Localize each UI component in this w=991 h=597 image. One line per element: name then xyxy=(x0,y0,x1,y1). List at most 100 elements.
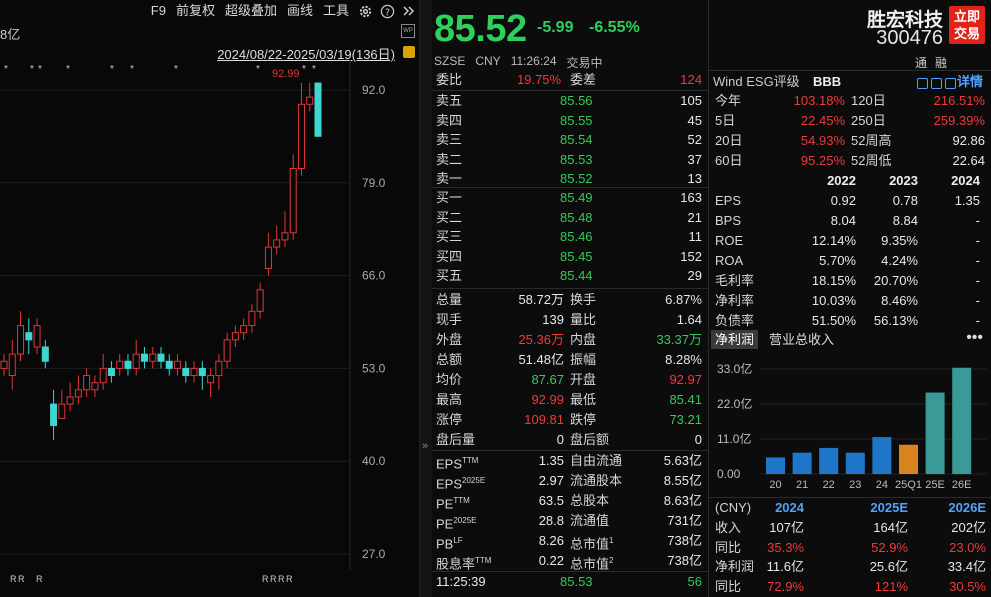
panel-splitter[interactable]: » xyxy=(420,0,432,597)
divider xyxy=(709,70,991,71)
tools-button[interactable]: 工具 xyxy=(322,3,349,18)
bid-row: 买二 85.48 21 xyxy=(432,208,708,228)
fin-label: EPS xyxy=(715,193,742,208)
event-r-icon[interactable]: R xyxy=(286,574,293,584)
bar xyxy=(899,444,918,474)
forecast-value: 107亿 xyxy=(769,520,804,535)
event-star-icon[interactable]: * xyxy=(38,64,42,75)
candlestick-chart[interactable]: 92.079.066.053.040.027.092.99* * * * * * * * * *R… xyxy=(0,60,420,597)
stock-code: 300476 xyxy=(876,27,943,49)
more-icon[interactable]: ••• xyxy=(966,329,983,346)
candle-body xyxy=(297,103,305,170)
stat-label: 均价 xyxy=(436,372,463,387)
ask-row: 卖一 85.52 13 xyxy=(432,169,708,189)
event-r-icon[interactable]: R xyxy=(278,574,285,584)
stat-label: 振幅 xyxy=(570,352,597,367)
date-range[interactable]: 2024/08/22-2025/03/19(136日) xyxy=(217,47,395,62)
stat-label: 跌停 xyxy=(570,412,597,427)
lock-icon[interactable] xyxy=(403,46,415,58)
bar xyxy=(925,392,945,474)
tab-revenue[interactable]: 营业总收入 xyxy=(769,332,835,347)
valuation-label: PETTM xyxy=(436,491,470,514)
stat-label: 量比 xyxy=(570,312,597,327)
candle-body xyxy=(273,239,281,248)
expand-icon[interactable]: » xyxy=(422,440,429,452)
edit-icon[interactable] xyxy=(931,78,942,89)
draw-button[interactable]: 画线 xyxy=(286,3,313,18)
x-tick-label: 25E xyxy=(925,479,945,491)
event-star-icon[interactable]: * xyxy=(312,64,316,75)
event-r-icon[interactable]: R xyxy=(262,574,269,584)
stat-value: 109.81 xyxy=(524,412,564,427)
x-tick-label: 24 xyxy=(876,479,888,491)
perf-value: 95.25% xyxy=(800,153,845,168)
rong-tag[interactable]: 融 xyxy=(934,56,947,70)
x-tick-label: 22 xyxy=(823,479,835,491)
fin-value: 0.92 xyxy=(830,193,856,208)
stat-row: 盘后量 0 盘后额 0 xyxy=(432,430,708,450)
ask-price: 85.52 xyxy=(560,171,593,187)
divider xyxy=(432,90,708,91)
event-star-icon[interactable]: * xyxy=(174,64,178,75)
bid-label: 买五 xyxy=(436,268,463,284)
overlay-button[interactable]: 超级叠加 xyxy=(224,3,277,18)
adjust-button[interactable]: 前复权 xyxy=(175,3,215,18)
event-star-icon[interactable]: * xyxy=(4,64,8,75)
event-star-icon[interactable]: * xyxy=(302,64,306,75)
x-tick-label: 23 xyxy=(849,479,861,491)
candle-body xyxy=(149,353,157,362)
event-star-icon[interactable]: * xyxy=(30,64,34,75)
event-r-icon[interactable]: R xyxy=(270,574,277,584)
quote-panel: 85.52 -5.99 -6.55% SZSE CNY 11:26:24 交易中… xyxy=(432,0,708,597)
valuation-row: EPS2025E 2.97 流通股本 8.55亿 xyxy=(432,471,708,491)
tab-net-profit[interactable]: 净利润 xyxy=(711,330,759,349)
event-r-icon[interactable]: R xyxy=(36,574,43,584)
candle-body xyxy=(314,82,322,137)
esg-detail-link[interactable]: 详情 xyxy=(956,74,983,89)
event-star-icon[interactable]: * xyxy=(66,64,70,75)
valuation-value: 8.63亿 xyxy=(663,493,702,508)
perf-label: 5日 xyxy=(715,113,736,128)
event-r-icon[interactable]: R xyxy=(10,574,17,584)
forecast-year-header: 2024 xyxy=(775,500,804,515)
wp-icon[interactable]: WP xyxy=(401,24,415,38)
kline-panel[interactable]: F9 前复权 超级叠加 画线 工具 ? 8亿 WP 2024/08/22-202… xyxy=(0,0,420,597)
candle-body xyxy=(207,375,215,384)
tong-tag[interactable]: 通 xyxy=(914,56,927,70)
currency: CNY xyxy=(475,54,501,68)
ask-label: 卖一 xyxy=(436,171,463,187)
fin-year-header: 2022 xyxy=(827,173,856,188)
ask-volume: 37 xyxy=(687,151,702,167)
fin-value: 18.15% xyxy=(811,273,856,288)
candle-body xyxy=(107,367,115,377)
stat-value: 25.36万 xyxy=(518,332,564,347)
valuation-row: PBLF 8.26 总市值1 738亿 xyxy=(432,531,708,551)
candle-body xyxy=(66,396,74,405)
ask-price: 85.54 xyxy=(560,132,593,148)
edit-icon[interactable] xyxy=(917,78,928,89)
valuation-label: EPSTTM xyxy=(436,451,478,474)
stat-value: 58.72万 xyxy=(518,292,564,307)
event-star-icon[interactable]: * xyxy=(110,64,114,75)
double-chevron-right-icon[interactable] xyxy=(398,0,420,22)
trade-button[interactable]: 立即 交易 xyxy=(949,6,985,44)
ask-row: 卖五 85.56 105 xyxy=(432,91,708,111)
stat-label: 最低 xyxy=(570,392,597,407)
forecast-value: 23.0% xyxy=(949,539,986,555)
f9-button[interactable]: F9 xyxy=(150,3,166,18)
bid-row: 买四 85.45 152 xyxy=(432,247,708,267)
event-r-icon[interactable]: R xyxy=(18,574,25,584)
fin-value: 9.35% xyxy=(881,233,918,248)
event-star-icon[interactable]: * xyxy=(130,64,134,75)
bar xyxy=(845,452,865,474)
forecast-value: 11.6亿 xyxy=(766,559,804,574)
fin-value: 0.78 xyxy=(892,193,918,208)
forecast-label: 同比 xyxy=(715,539,742,555)
gear-icon[interactable] xyxy=(354,0,376,22)
event-star-icon[interactable]: * xyxy=(256,64,260,75)
margin-tags: 通 融 xyxy=(915,54,947,71)
edit-icon[interactable] xyxy=(945,78,956,89)
y-tick-label: 11.0亿 xyxy=(717,431,751,446)
valuation-label-main: 流通股本 xyxy=(570,473,623,488)
help-icon[interactable]: ? xyxy=(376,0,398,22)
